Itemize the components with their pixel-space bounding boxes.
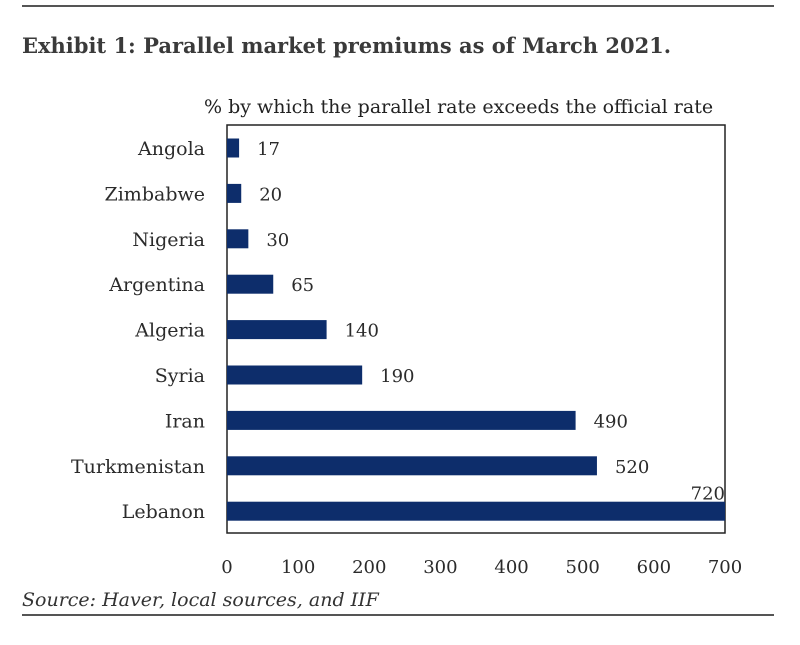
value-label-iran: 490 [594, 411, 628, 432]
chart-subtitle: % by which the parallel rate exceeds the… [204, 96, 714, 118]
value-label-nigeria: 30 [266, 230, 289, 251]
category-labels: Angola Zimbabwe Nigeria Argentina Algeria Syr… [71, 138, 205, 523]
value-label-turkmenistan: 520 [615, 457, 649, 478]
x-tick-0: 0 [221, 557, 232, 578]
bar-argentina [227, 274, 274, 294]
category-label-syria: Syria [155, 365, 205, 387]
category-label-turkmenistan: Turkmenistan [71, 456, 205, 478]
bar-syria [227, 365, 363, 385]
x-tick-500: 500 [566, 557, 600, 578]
x-tick-600: 600 [637, 557, 671, 578]
value-labels: 17 20 30 65 140 190 490 520 720 [257, 139, 725, 505]
x-tick-400: 400 [494, 557, 528, 578]
bar-lebanon [227, 501, 725, 521]
x-tick-labels: 0 100 200 300 400 500 600 700 [221, 557, 742, 578]
category-label-algeria: Algeria [134, 320, 205, 342]
value-label-zimbabwe: 20 [259, 184, 282, 205]
bar-angola [227, 138, 240, 158]
category-label-nigeria: Nigeria [132, 229, 205, 251]
category-label-lebanon: Lebanon [122, 501, 205, 523]
top-rule [22, 5, 774, 7]
bar-algeria [227, 320, 327, 340]
source-note: Source: Haver, local sources, and IIF [22, 589, 379, 611]
bottom-rule [22, 614, 774, 616]
bar-zimbabwe [227, 183, 242, 203]
bar-iran [227, 410, 576, 430]
value-label-algeria: 140 [345, 321, 379, 342]
category-label-iran: Iran [165, 410, 205, 432]
bar-turkmenistan [227, 456, 597, 476]
value-label-syria: 190 [380, 366, 414, 387]
category-label-zimbabwe: Zimbabwe [105, 183, 205, 205]
x-tick-100: 100 [281, 557, 315, 578]
x-tick-700: 700 [708, 557, 742, 578]
bars-layer [227, 138, 725, 521]
value-label-lebanon: 720 [691, 484, 725, 505]
x-tick-200: 200 [352, 557, 386, 578]
value-label-argentina: 65 [291, 275, 314, 296]
category-label-angola: Angola [137, 138, 205, 160]
exhibit-title: Exhibit 1: Parallel market premiums as o… [22, 33, 672, 58]
value-label-angola: 17 [257, 139, 280, 160]
x-tick-300: 300 [423, 557, 457, 578]
category-label-argentina: Argentina [108, 274, 205, 296]
bar-nigeria [227, 229, 249, 249]
